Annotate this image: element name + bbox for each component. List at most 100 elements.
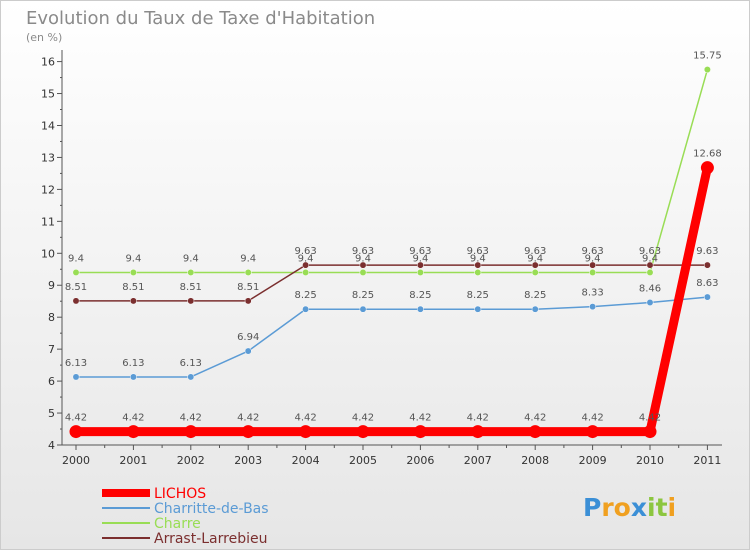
data-label: 9.63: [696, 246, 718, 257]
data-label: 4.42: [180, 413, 202, 424]
y-tick-label: 11: [41, 215, 55, 228]
data-point: [589, 269, 597, 276]
data-label: 9.4: [68, 253, 84, 264]
legend-label: Charritte-de-Bas: [154, 501, 269, 517]
data-point: [589, 303, 597, 311]
data-label: 9.4: [298, 253, 314, 264]
legend: LICHOSCharritte-de-BasCharreArrast-Larre…: [102, 486, 269, 547]
data-point: [299, 425, 313, 439]
series-line: [75, 264, 709, 302]
data-label: 9.63: [581, 246, 603, 257]
data-label: 4.42: [65, 413, 87, 424]
x-tick-label: 2006: [406, 454, 434, 467]
data-label: 6.13: [122, 358, 144, 369]
data-point: [126, 425, 140, 439]
data-label: 4.42: [237, 413, 259, 424]
data-point: [528, 425, 542, 439]
legend-label: Charre: [154, 516, 201, 532]
data-label: 8.25: [467, 290, 489, 301]
data-label: 9.4: [355, 253, 371, 264]
axes: 4 5 6 7 8 9 10 11 12 13 14 15 16 2000 2001 2002 2003 2004…: [41, 50, 722, 467]
data-point: [244, 269, 252, 276]
data-label: 8.25: [524, 290, 546, 301]
data-point: [531, 269, 539, 276]
data-label: 8.25: [294, 290, 316, 301]
data-label: 6.13: [180, 358, 202, 369]
data-label: 8.51: [237, 282, 259, 293]
data-label: 8.46: [639, 283, 661, 294]
data-point: [187, 373, 195, 381]
y-tick-label: 7: [48, 343, 55, 356]
y-tick-label: 10: [41, 247, 55, 260]
data-point: [187, 297, 195, 305]
data-point: [244, 347, 252, 355]
logo-letter: i: [647, 493, 656, 522]
data-label: 4.42: [467, 413, 489, 424]
y-tick-label: 8: [48, 311, 55, 324]
data-point: [646, 269, 654, 276]
data-label: 15.75: [693, 51, 722, 62]
data-label: 8.63: [696, 278, 718, 289]
data-point: [416, 269, 424, 276]
data-point: [359, 261, 367, 269]
data-point: [474, 261, 482, 269]
data-point: [187, 269, 195, 276]
data-label: 9.4: [527, 253, 543, 264]
data-label: 8.51: [122, 282, 144, 293]
data-point: [646, 299, 654, 306]
data-label: 4.42: [122, 413, 144, 424]
data-point: [241, 425, 255, 439]
series-arrast-larrebieu: [72, 261, 711, 305]
series-layer: [69, 66, 714, 439]
data-point: [69, 425, 83, 439]
series-charre: [72, 66, 711, 276]
data-label: 9.63: [467, 246, 489, 257]
x-tick-label: 2004: [292, 454, 320, 467]
data-label: 9.63: [409, 246, 431, 257]
data-label: 4.42: [409, 413, 431, 424]
data-point: [643, 425, 657, 439]
series-lichos: [69, 161, 714, 439]
y-tick-label: 15: [41, 88, 55, 101]
data-label: 9.4: [470, 253, 486, 264]
x-tick-label: 2003: [234, 454, 262, 467]
data-point: [703, 261, 711, 269]
data-labels: 6.13 6.13 6.13 6.94 8.25 8.25 8.25 8.25 8.25 8.33…: [65, 51, 722, 424]
x-tick-label: 2001: [119, 454, 147, 467]
data-point: [359, 305, 367, 313]
legend-label: Arrast-Larrebieu: [154, 531, 267, 547]
data-label: 9.63: [352, 246, 374, 257]
logo-letter: P: [583, 493, 601, 522]
y-tick-label: 4: [48, 439, 55, 452]
data-point: [359, 269, 367, 276]
x-tick-label: 2007: [464, 454, 492, 467]
x-tick-label: 2011: [693, 454, 721, 467]
data-label: 8.25: [409, 290, 431, 301]
y-tick-label: 5: [48, 407, 55, 420]
data-label: 4.42: [639, 413, 661, 424]
data-label: 9.63: [524, 246, 546, 257]
data-label: 12.68: [693, 149, 722, 160]
data-label: 4.42: [294, 413, 316, 424]
data-point: [302, 269, 310, 276]
data-point: [413, 425, 427, 439]
logo-letter: t: [656, 493, 668, 522]
y-tick-label: 6: [48, 375, 55, 388]
x-tick-label: 2000: [62, 454, 90, 467]
data-label: 9.4: [240, 253, 256, 264]
data-point: [474, 305, 482, 313]
data-point: [700, 161, 714, 175]
x-tick-label: 2005: [349, 454, 377, 467]
data-point: [129, 373, 137, 381]
data-point: [646, 261, 654, 269]
data-point: [531, 305, 539, 313]
y-tick-label: 13: [41, 151, 55, 164]
x-tick-label: 2002: [177, 454, 205, 467]
y-tick-label: 16: [41, 56, 55, 69]
y-tick-label: 9: [48, 279, 55, 292]
data-label: 4.42: [524, 413, 546, 424]
data-point: [72, 373, 80, 381]
data-label: 9.4: [642, 253, 658, 264]
